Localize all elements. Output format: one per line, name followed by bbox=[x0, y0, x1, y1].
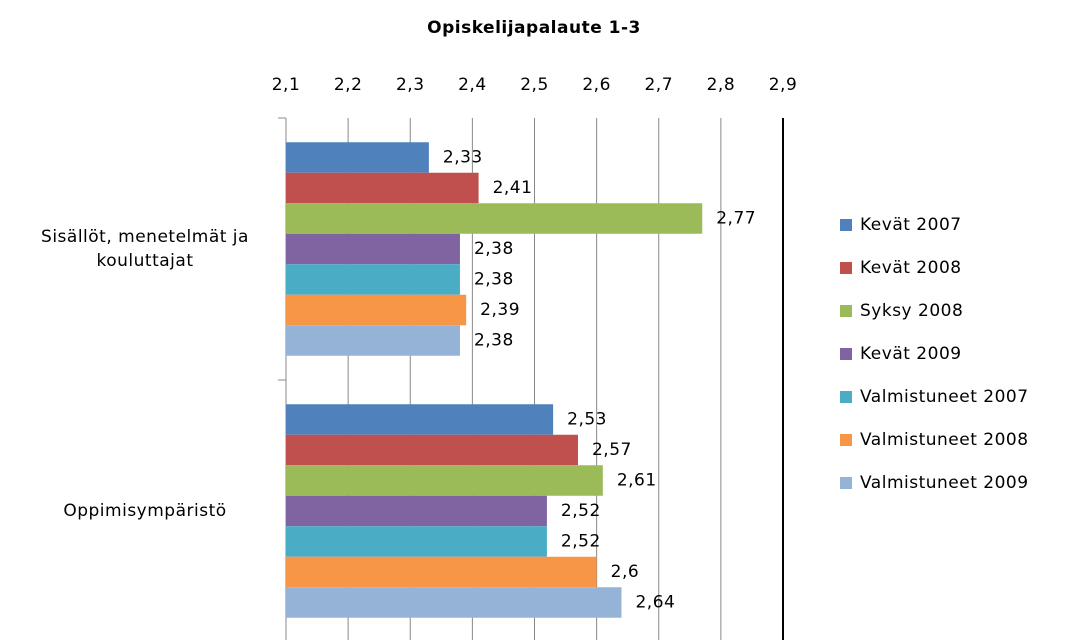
data-label: 2,33 bbox=[443, 148, 483, 168]
bar bbox=[286, 294, 467, 326]
chart-title: Opiskelijapalaute 1-3 bbox=[427, 18, 641, 38]
data-label: 2,6 bbox=[611, 562, 640, 582]
data-label: 2,52 bbox=[561, 501, 601, 521]
bar bbox=[286, 325, 460, 356]
bar bbox=[286, 172, 479, 204]
legend-swatch bbox=[840, 305, 852, 317]
x-tick-label: 2,5 bbox=[520, 75, 549, 95]
legend-label: Valmistuneet 2007 bbox=[860, 387, 1029, 407]
x-tick-label: 2,8 bbox=[707, 75, 736, 95]
bar bbox=[286, 264, 460, 295]
bar bbox=[286, 203, 703, 234]
data-label: 2,38 bbox=[474, 239, 514, 259]
bar bbox=[286, 587, 622, 618]
data-label: 2,64 bbox=[635, 593, 675, 613]
x-tick-label: 2,7 bbox=[644, 75, 673, 95]
x-tick-label: 2,4 bbox=[458, 75, 487, 95]
legend-swatch bbox=[840, 434, 852, 446]
legend-label: Kevät 2007 bbox=[860, 215, 962, 235]
x-tick-label: 2,3 bbox=[396, 75, 425, 95]
bar bbox=[286, 556, 597, 588]
x-tick-label: 2,6 bbox=[582, 75, 611, 95]
data-label: 2,52 bbox=[561, 532, 601, 552]
legend-label: Kevät 2008 bbox=[860, 258, 962, 278]
data-label: 2,41 bbox=[493, 178, 533, 198]
legend-label: Kevät 2009 bbox=[860, 344, 962, 364]
data-label: 2,77 bbox=[716, 209, 756, 229]
bar bbox=[286, 434, 578, 466]
legend-swatch bbox=[840, 477, 852, 489]
bar bbox=[286, 465, 603, 496]
category-label: Oppimisympäristö bbox=[63, 501, 227, 521]
category-label: Sisällöt, menetelmät ja kouluttajat bbox=[41, 227, 249, 271]
legend-swatch bbox=[840, 262, 852, 274]
bar bbox=[286, 142, 429, 173]
bar bbox=[286, 526, 547, 557]
data-label: 2,53 bbox=[567, 410, 607, 430]
x-tick-label: 2,9 bbox=[769, 75, 798, 95]
legend-label: Valmistuneet 2008 bbox=[860, 430, 1029, 450]
legend-swatch bbox=[840, 348, 852, 360]
legend-swatch bbox=[840, 391, 852, 403]
bar bbox=[286, 233, 460, 265]
x-tick-label: 2,2 bbox=[334, 75, 363, 95]
legend-label: Syksy 2008 bbox=[860, 301, 963, 321]
legend-label: Valmistuneet 2009 bbox=[860, 473, 1029, 493]
data-label: 2,38 bbox=[474, 331, 514, 351]
data-label: 2,38 bbox=[474, 270, 514, 290]
legend-swatch bbox=[840, 219, 852, 231]
data-label: 2,61 bbox=[617, 471, 657, 491]
data-label: 2,57 bbox=[592, 440, 632, 460]
bar bbox=[286, 495, 547, 527]
bar bbox=[286, 404, 554, 435]
data-label: 2,39 bbox=[480, 300, 520, 320]
x-tick-label: 2,1 bbox=[272, 75, 301, 95]
